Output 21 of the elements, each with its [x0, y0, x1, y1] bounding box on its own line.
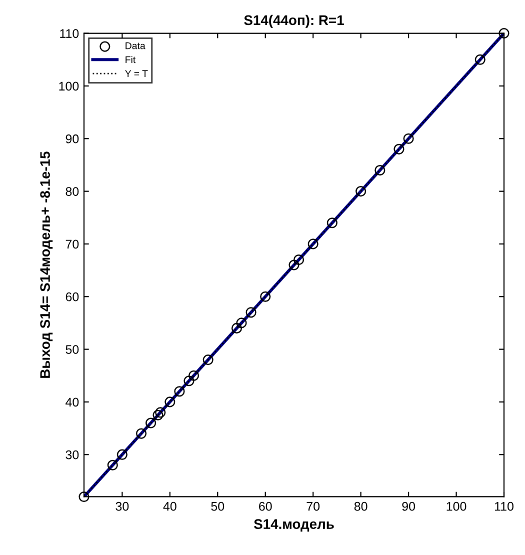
x-tick-label: 70: [306, 502, 320, 511]
x-tick-label: 50: [211, 502, 224, 511]
y-axis-title: Выход S14= S14модель+ -8.1e-15: [40, 152, 53, 378]
y-tick-label: 90: [66, 134, 79, 144]
y-tick-label: 30: [66, 450, 79, 460]
y-tick-label: 100: [59, 82, 79, 91]
x-tick-label: 30: [116, 502, 129, 511]
x-tick-label: 40: [163, 502, 176, 511]
y-tick-label: 110: [60, 29, 79, 38]
y-tick-label: 70: [66, 240, 79, 249]
y-tick-label: 50: [66, 345, 79, 354]
x-tick-label: 80: [354, 502, 368, 511]
y-tick-label: 80: [66, 187, 79, 196]
x-tick-label: 110: [494, 502, 514, 511]
y-tick-label: 60: [66, 292, 79, 302]
x-tick-label: 90: [402, 502, 416, 511]
x-axis-title: S14.модель: [254, 519, 334, 532]
x-tick-label: 100: [446, 502, 466, 511]
x-tick-label: 60: [259, 502, 272, 511]
y-tick-label: 40: [66, 398, 79, 407]
chart-title: S14(44оп): R=1: [244, 14, 344, 28]
